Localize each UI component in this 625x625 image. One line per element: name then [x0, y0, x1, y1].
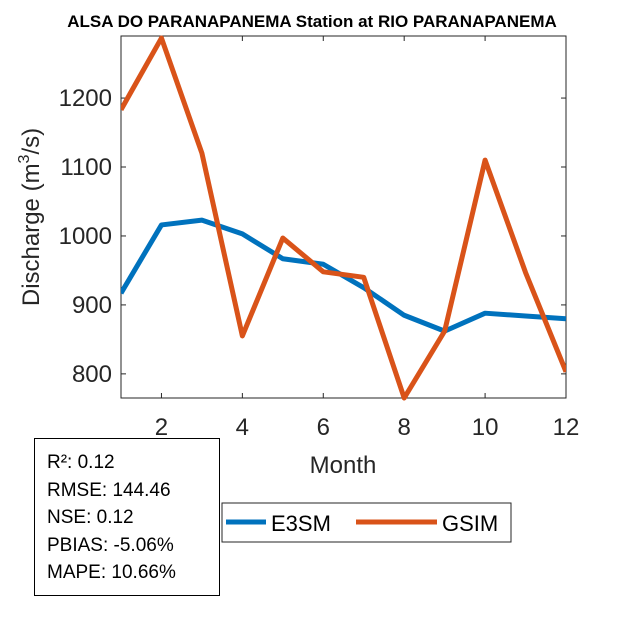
- pbias-stat: PBIAS: -5.06%: [47, 534, 174, 556]
- x-tick-label: 8: [398, 414, 411, 441]
- x-axis-label: Month: [310, 452, 377, 479]
- y-tick-label: 1200: [59, 85, 112, 112]
- legend-label-gsim: GSIM: [442, 511, 498, 536]
- x-tick-label: 2: [155, 414, 168, 441]
- y-tick-label: 1100: [60, 154, 112, 181]
- series-line-gsim: [121, 35, 566, 401]
- chart-title: ALSA DO PARANAPANEMA Station at RIO PARA…: [67, 12, 557, 31]
- y-tick-label: 1000: [59, 223, 112, 250]
- y-tick-label: 900: [72, 292, 112, 319]
- y-tick-label: 800: [72, 361, 112, 388]
- x-tick-label: 12: [553, 414, 580, 441]
- x-tick-label: 10: [472, 414, 499, 441]
- plot-frame: [120, 35, 567, 399]
- nse-stat: NSE: 0.12: [47, 507, 134, 528]
- legend: E3SM GSIM: [221, 502, 512, 543]
- x-tick-label: 6: [317, 414, 330, 441]
- y-axis-label: Discharge (m3/s): [16, 128, 45, 306]
- r2-stat: R²: 0.12: [47, 452, 115, 473]
- legend-label-e3sm: E3SM: [271, 511, 331, 536]
- rmse-stat: RMSE: 144.46: [47, 479, 171, 501]
- mape-stat: MAPE: 10.66%: [47, 562, 176, 583]
- metrics-box: R²: 0.12 RMSE: 144.46 NSE: 0.12 PBIAS: -…: [34, 438, 220, 596]
- x-tick-label: 4: [236, 414, 249, 441]
